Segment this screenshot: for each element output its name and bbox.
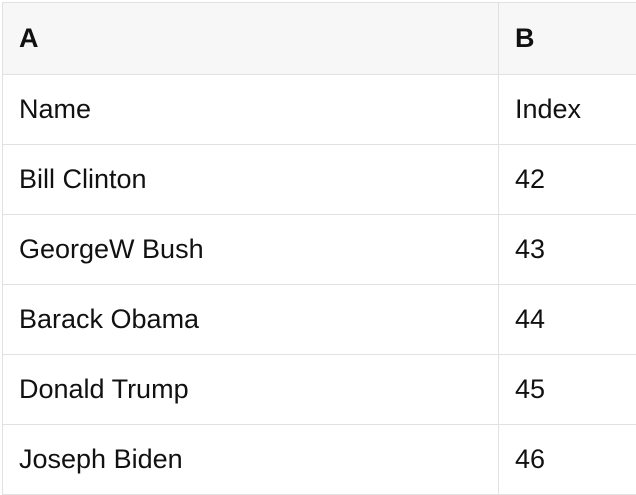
cell-a-row-5[interactable]: Joseph Biden bbox=[3, 425, 499, 494]
table-row: Barack Obama 44 bbox=[3, 285, 636, 355]
cell-b-row-4[interactable]: 45 bbox=[515, 374, 546, 404]
table-row: Donald Trump 45 bbox=[3, 355, 636, 425]
column-header-a[interactable]: A bbox=[3, 3, 499, 74]
table-body: Name Index Bill Clinton 42 GeorgeW Bush 43 Bar… bbox=[3, 75, 636, 495]
cell-a-row-4[interactable]: Donald Trump bbox=[3, 355, 499, 424]
table-row: Name Index bbox=[3, 75, 636, 145]
header-row: A B bbox=[3, 3, 636, 75]
cell-b-row-1[interactable]: 42 bbox=[515, 164, 546, 194]
table-row: Bill Clinton 42 bbox=[3, 145, 636, 215]
cell-a-row-1[interactable]: Bill Clinton bbox=[3, 145, 499, 214]
cell-b-row-3[interactable]: 44 bbox=[515, 304, 546, 334]
cell-a-row-0[interactable]: Name bbox=[3, 75, 499, 144]
table-row: GeorgeW Bush 43 bbox=[3, 215, 636, 285]
cell-b-row-5[interactable]: 46 bbox=[515, 444, 546, 474]
cell-a-row-3[interactable]: Barack Obama bbox=[3, 285, 499, 354]
cell-b-row-2[interactable]: 43 bbox=[515, 234, 546, 264]
column-header-b[interactable]: B bbox=[515, 23, 535, 53]
cell-b-row-0[interactable]: Index bbox=[515, 94, 582, 124]
cell-a-row-2[interactable]: GeorgeW Bush bbox=[3, 215, 499, 284]
table-row: Joseph Biden 46 bbox=[3, 425, 636, 495]
